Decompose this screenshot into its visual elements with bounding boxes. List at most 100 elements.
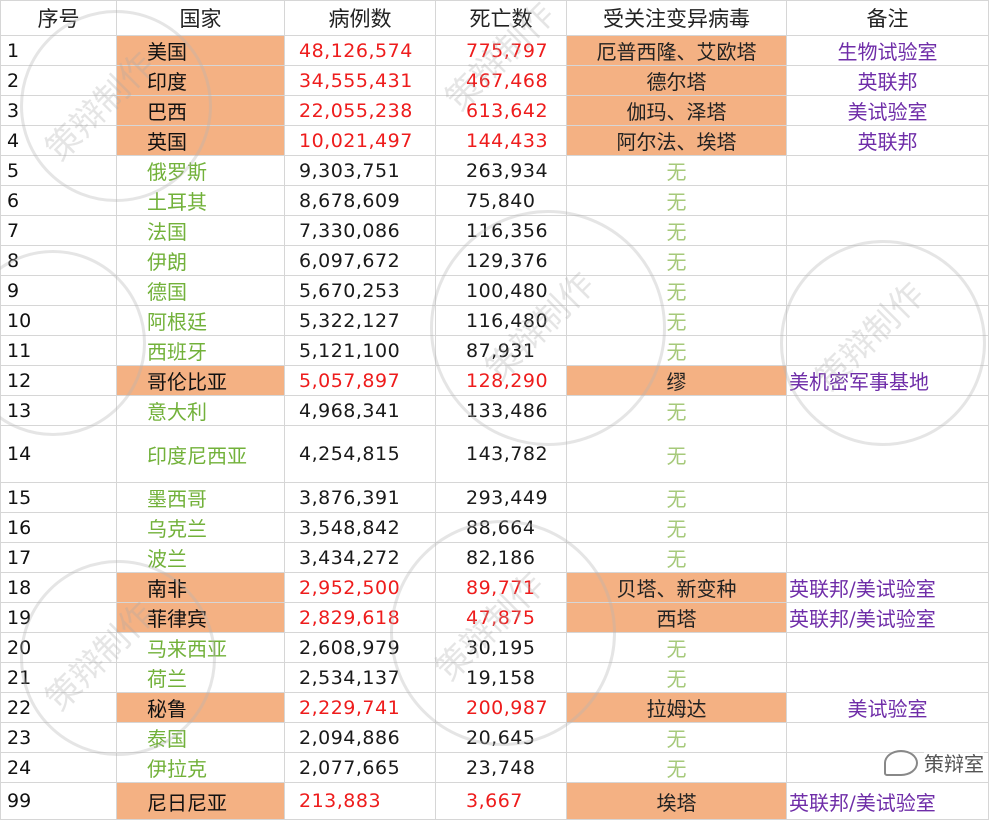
cell-variant: 德尔塔 — [566, 65, 787, 96]
cell-variant: 埃塔 — [566, 782, 787, 820]
cell-country: 荷兰 — [116, 662, 285, 693]
cell-variant: 无 — [566, 305, 787, 336]
cell-cases: 2,608,979 — [284, 632, 436, 663]
cell-country: 阿根廷 — [116, 305, 285, 336]
cell-country: 美国 — [116, 35, 285, 66]
cell-note — [786, 482, 989, 513]
table-row: 14 印度尼西亚 4,254,815 143,782 无 — [0, 425, 989, 483]
cell-cases: 5,057,897 — [284, 365, 436, 396]
cell-deaths: 23,748 — [435, 752, 567, 783]
cell-deaths: 129,376 — [435, 245, 567, 276]
cell-index: 9 — [0, 275, 117, 306]
cell-variant: 无 — [566, 245, 787, 276]
cell-note — [786, 662, 989, 693]
cell-deaths: 87,931 — [435, 335, 567, 366]
cell-note — [786, 395, 989, 426]
cell-deaths: 19,158 — [435, 662, 567, 693]
cell-country: 法国 — [116, 215, 285, 246]
cell-cases: 4,254,815 — [284, 425, 436, 483]
cell-note — [786, 542, 989, 573]
cell-index: 11 — [0, 335, 117, 366]
cell-country: 巴西 — [116, 95, 285, 126]
cell-country: 泰国 — [116, 722, 285, 753]
cell-cases: 22,055,238 — [284, 95, 436, 126]
cell-country: 南非 — [116, 572, 285, 603]
cell-note — [786, 512, 989, 543]
cell-index: 24 — [0, 752, 117, 783]
cell-variant: 贝塔、新变种 — [566, 572, 787, 603]
cell-deaths: 200,987 — [435, 692, 567, 723]
cell-index: 14 — [0, 425, 117, 483]
cell-variant: 无 — [566, 185, 787, 216]
cell-note — [786, 425, 989, 483]
cell-index: 22 — [0, 692, 117, 723]
table-row: 19 菲律宾 2,829,618 47,875 西塔 英联邦/美试验室 — [0, 602, 989, 633]
cell-variant: 西塔 — [566, 602, 787, 633]
cell-note — [786, 245, 989, 276]
cell-variant: 拉姆达 — [566, 692, 787, 723]
cell-index: 15 — [0, 482, 117, 513]
cell-deaths: 613,642 — [435, 95, 567, 126]
cell-cases: 2,077,665 — [284, 752, 436, 783]
cell-index: 1 — [0, 35, 117, 66]
header-row: 序号 国家 病例数 死亡数 受关注变异病毒 备注 — [0, 0, 989, 36]
cell-deaths: 20,645 — [435, 722, 567, 753]
cell-note: 美试验室 — [786, 95, 989, 126]
table-row: 15 墨西哥 3,876,391 293,449 无 — [0, 482, 989, 513]
header-cases: 病例数 — [284, 0, 436, 36]
cell-variant: 无 — [566, 215, 787, 246]
cell-variant: 无 — [566, 662, 787, 693]
cell-cases: 34,555,431 — [284, 65, 436, 96]
table-row: 9 德国 5,670,253 100,480 无 — [0, 275, 989, 306]
cell-note — [786, 185, 989, 216]
cell-index: 5 — [0, 155, 117, 186]
table-row: 23 泰国 2,094,886 20,645 无 — [0, 722, 989, 753]
cell-country: 菲律宾 — [116, 602, 285, 633]
cell-index: 3 — [0, 95, 117, 126]
cell-country: 德国 — [116, 275, 285, 306]
cell-index: 6 — [0, 185, 117, 216]
cell-index: 7 — [0, 215, 117, 246]
cell-index: 23 — [0, 722, 117, 753]
cell-note: 英联邦 — [786, 125, 989, 156]
cell-country: 俄罗斯 — [116, 155, 285, 186]
cell-index: 19 — [0, 602, 117, 633]
cell-note: 美试验室 — [786, 692, 989, 723]
cell-country: 乌克兰 — [116, 512, 285, 543]
cell-index: 8 — [0, 245, 117, 276]
cell-cases: 7,330,086 — [284, 215, 436, 246]
table-row: 11 西班牙 5,121,100 87,931 无 — [0, 335, 989, 366]
table-row: 22 秘鲁 2,229,741 200,987 拉姆达 美试验室 — [0, 692, 989, 723]
cell-country: 波兰 — [116, 542, 285, 573]
cell-variant: 伽玛、泽塔 — [566, 95, 787, 126]
cell-note: 生物试验室 — [786, 35, 989, 66]
table-row: 20 马来西亚 2,608,979 30,195 无 — [0, 632, 989, 663]
cell-country: 西班牙 — [116, 335, 285, 366]
cell-cases: 2,094,886 — [284, 722, 436, 753]
cell-variant: 厄普西隆、艾欧塔 — [566, 35, 787, 66]
cell-country: 印度尼西亚 — [116, 425, 285, 483]
cell-country: 墨西哥 — [116, 482, 285, 513]
table-row: 99 尼日尼亚 213,883 3,667 埃塔 英联邦/美试验室 — [0, 782, 989, 820]
header-index: 序号 — [0, 0, 117, 36]
cell-cases: 9,303,751 — [284, 155, 436, 186]
cell-cases: 10,021,497 — [284, 125, 436, 156]
table-row: 2 印度 34,555,431 467,468 德尔塔 英联邦 — [0, 65, 989, 96]
cell-note: 英联邦/美试验室 — [786, 782, 989, 820]
table-row: 5 俄罗斯 9,303,751 263,934 无 — [0, 155, 989, 186]
table-row: 3 巴西 22,055,238 613,642 伽玛、泽塔 美试验室 — [0, 95, 989, 126]
cell-deaths: 133,486 — [435, 395, 567, 426]
cell-deaths: 143,782 — [435, 425, 567, 483]
cell-index: 99 — [0, 782, 117, 820]
cell-note — [786, 215, 989, 246]
cell-cases: 2,534,137 — [284, 662, 436, 693]
cell-country: 秘鲁 — [116, 692, 285, 723]
cell-deaths: 775,797 — [435, 35, 567, 66]
cell-country: 土耳其 — [116, 185, 285, 216]
cell-note — [786, 335, 989, 366]
table-row: 7 法国 7,330,086 116,356 无 — [0, 215, 989, 246]
cell-index: 2 — [0, 65, 117, 96]
cell-variant: 无 — [566, 512, 787, 543]
